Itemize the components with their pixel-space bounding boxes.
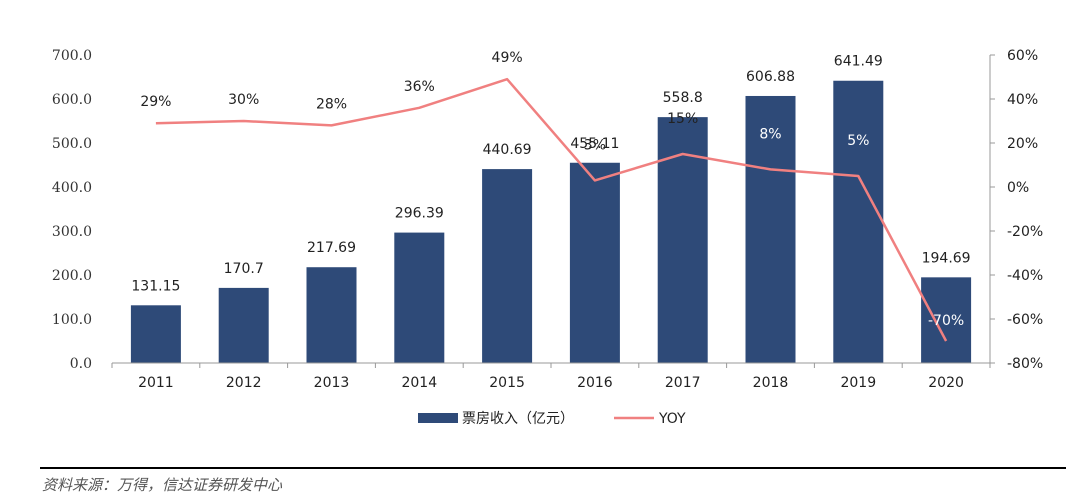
x-tick-label: 2019: [840, 375, 876, 391]
left-tick-label: 500.0: [52, 136, 92, 152]
yoy-value-label: 36%: [404, 79, 435, 95]
left-tick-label: 600.0: [52, 92, 92, 108]
bar-value-label: 194.69: [922, 250, 971, 266]
right-axis: -80% -60% -40% -20% 0% 20% 40% 60%: [989, 48, 1043, 372]
x-tick-label: 2015: [489, 375, 525, 391]
bar-value-label: 131.15: [131, 278, 180, 294]
bar-value-label: 440.69: [483, 142, 532, 158]
yoy-value-label: 28%: [316, 96, 347, 112]
yoy-value-label: 29%: [140, 94, 171, 110]
right-tick-label: -20%: [1007, 224, 1043, 240]
bar-value-label: 296.39: [395, 206, 444, 222]
bar-series: [130, 80, 972, 364]
chart: 0.0 100.0 200.0 300.0 400.0 500.0 600.0 700.0 -…: [52, 48, 1043, 427]
bar-2018: [745, 95, 796, 363]
left-tick-label: 300.0: [52, 224, 92, 240]
right-tick-label: 60%: [1007, 48, 1038, 64]
left-tick-label: 0.0: [70, 356, 92, 372]
yoy-line: [155, 77, 948, 342]
source-note: 资料来源：万得，信达证券研发中心: [42, 476, 283, 494]
yoy-value-label: 30%: [228, 92, 259, 108]
x-tick-label: 2011: [138, 375, 174, 391]
bar-2011: [130, 305, 181, 363]
legend-bar-swatch: [418, 413, 458, 423]
x-tick-label: 2018: [753, 375, 789, 391]
bar-2020: [921, 277, 972, 363]
x-tick-label: 2014: [401, 375, 437, 391]
right-tick-label: 20%: [1007, 136, 1038, 152]
source-divider: [40, 467, 1066, 469]
yoy-value-label: -70%: [928, 313, 964, 329]
bar-value-label: 455.11: [570, 136, 619, 152]
right-tick-label: 40%: [1007, 92, 1038, 108]
bar-2016: [569, 162, 620, 363]
x-tick-label: 2016: [577, 375, 613, 391]
x-axis: 2011 2012 2013 2014 2015 2016 2017 2018 2019 2020: [111, 362, 991, 391]
bar-value-label: 217.69: [307, 240, 356, 256]
yoy-value-label: 8%: [759, 126, 781, 142]
yoy-line-series: [155, 77, 948, 342]
x-tick-label: 2013: [314, 375, 350, 391]
right-tick-label: 0%: [1007, 180, 1029, 196]
line-data-labels: 29% 30% 28% 36% 49% 3% 15% 8% 5% -70%: [140, 50, 964, 329]
bar-value-label: 606.88: [746, 69, 795, 85]
legend: 票房收入（亿元） YOY: [418, 411, 686, 427]
x-tick-label: 2012: [226, 375, 262, 391]
left-tick-label: 400.0: [52, 180, 92, 196]
right-tick-label: -80%: [1007, 356, 1043, 372]
left-tick-label: 700.0: [52, 48, 92, 64]
right-tick-label: -40%: [1007, 268, 1043, 284]
bar-2013: [306, 267, 357, 363]
left-axis-ticks: 0.0 100.0 200.0 300.0 400.0 500.0 600.0 700.0: [52, 48, 92, 372]
right-tick-label: -60%: [1007, 312, 1043, 328]
x-tick-label: 2017: [665, 375, 701, 391]
yoy-value-label: 3%: [584, 137, 606, 153]
bar-data-labels: 131.15 170.7 217.69 296.39 440.69 455.11 558.8…: [131, 54, 970, 295]
yoy-value-label: 49%: [492, 50, 523, 66]
bar-2014: [394, 232, 445, 363]
legend-bar-label: 票房收入（亿元）: [462, 411, 574, 427]
bar-2012: [218, 287, 269, 363]
bar-value-label: 641.49: [834, 54, 883, 70]
bar-2019: [833, 80, 884, 364]
left-tick-label: 100.0: [52, 312, 92, 328]
legend-line-label: YOY: [658, 411, 686, 427]
bar-value-label: 558.8: [663, 90, 703, 106]
yoy-value-label: 5%: [847, 133, 869, 149]
left-tick-label: 200.0: [52, 268, 92, 284]
x-tick-label: 2020: [928, 375, 964, 391]
bar-value-label: 170.7: [224, 261, 264, 277]
yoy-value-label: 15%: [667, 111, 698, 127]
bar-2015: [482, 169, 533, 363]
